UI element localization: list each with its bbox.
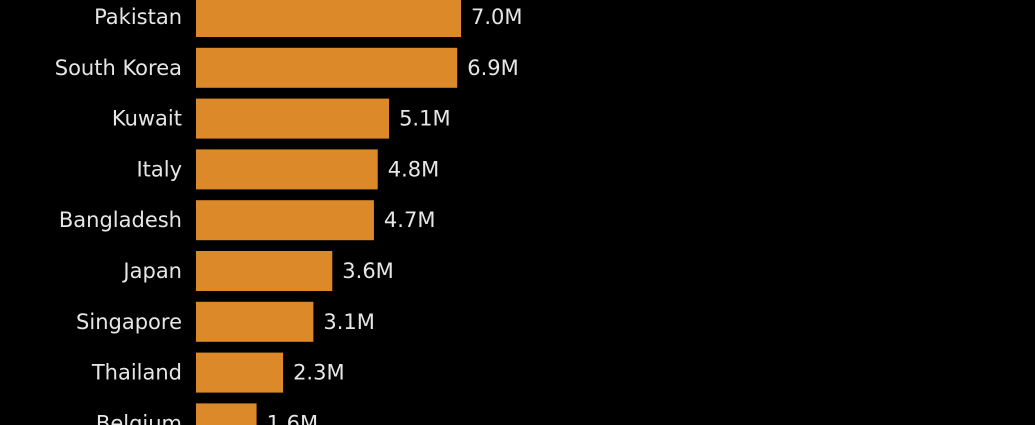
value-label: 1.6M (267, 411, 319, 425)
category-label: Singapore (76, 310, 182, 334)
category-label: Thailand (91, 361, 182, 385)
value-label: 4.8M (388, 157, 440, 181)
category-label: Kuwait (112, 107, 182, 131)
value-label: 5.1M (399, 107, 451, 131)
category-label: Belgium (96, 411, 182, 425)
bar-italy (196, 149, 378, 190)
value-label: 4.7M (384, 208, 436, 232)
category-label: Pakistan (94, 5, 182, 29)
bar-south-korea (196, 47, 458, 88)
category-label: South Korea (55, 56, 182, 80)
value-label: 3.1M (323, 310, 375, 334)
bar-singapore (196, 301, 314, 342)
category-label: Italy (136, 157, 182, 181)
bar-japan (196, 251, 333, 291)
bar-thailand (196, 352, 284, 393)
category-label: Japan (121, 259, 182, 283)
bar-bangladesh (196, 200, 374, 241)
bar-kuwait (196, 98, 390, 139)
value-label: 7.0M (471, 5, 523, 29)
value-label: 3.6M (342, 259, 394, 283)
value-label: 2.3M (293, 361, 345, 385)
bar-belgium (196, 403, 257, 425)
bar-pakistan (196, 0, 461, 37)
value-label: 6.9M (467, 56, 519, 80)
category-label: Bangladesh (59, 208, 182, 232)
